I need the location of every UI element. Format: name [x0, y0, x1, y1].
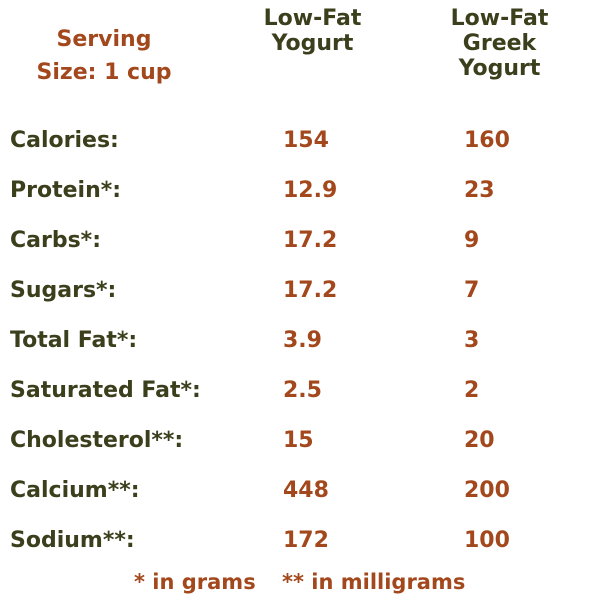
yogurt-value: 172 — [283, 528, 329, 553]
footnotes: * in grams ** in milligrams — [0, 570, 599, 598]
row-label: Saturated Fat*: — [10, 378, 201, 403]
row-label: Cholesterol**: — [10, 428, 184, 453]
serving-size-heading: Serving Size: 1 cup — [36, 27, 172, 85]
greek-yogurt-value: 100 — [464, 528, 510, 553]
footnote-milligrams: ** in milligrams — [282, 570, 466, 594]
table-row: Protein*: 12.9 23 — [0, 178, 599, 218]
yogurt-value: 448 — [283, 478, 329, 503]
yogurt-value: 17.2 — [283, 228, 338, 253]
yogurt-value: 3.9 — [283, 328, 322, 353]
column-heading-low-fat-greek-yogurt: Low-Fat Greek Yogurt — [450, 6, 549, 81]
row-label: Protein*: — [10, 178, 122, 203]
greek-yogurt-value: 2 — [464, 378, 480, 403]
yogurt-value: 15 — [283, 428, 314, 453]
table-row: Calcium**: 448 200 — [0, 478, 599, 518]
row-label: Sugars*: — [10, 278, 117, 303]
greek-yogurt-value: 200 — [464, 478, 510, 503]
table-row: Saturated Fat*: 2.5 2 — [0, 378, 599, 418]
greek-yogurt-value: 160 — [464, 128, 510, 153]
row-label: Carbs*: — [10, 228, 101, 253]
footnote-grams: * in grams — [134, 570, 256, 594]
yogurt-value: 12.9 — [283, 178, 338, 203]
row-label: Total Fat*: — [10, 328, 138, 353]
row-label: Sodium**: — [10, 528, 135, 553]
table-row: Cholesterol**: 15 20 — [0, 428, 599, 468]
table-row: Total Fat*: 3.9 3 — [0, 328, 599, 368]
greek-yogurt-value: 23 — [464, 178, 495, 203]
table-row: Sugars*: 17.2 7 — [0, 278, 599, 318]
yogurt-value: 17.2 — [283, 278, 338, 303]
greek-yogurt-value: 7 — [464, 278, 480, 303]
yogurt-value: 154 — [283, 128, 329, 153]
greek-yogurt-value: 9 — [464, 228, 480, 253]
table-row: Calories: 154 160 — [0, 128, 599, 168]
table-row: Carbs*: 17.2 9 — [0, 228, 599, 268]
row-label: Calcium**: — [10, 478, 140, 503]
greek-yogurt-value: 3 — [464, 328, 480, 353]
yogurt-value: 2.5 — [283, 378, 322, 403]
table-row: Sodium**: 172 100 — [0, 528, 599, 568]
column-heading-low-fat-yogurt: Low-Fat Yogurt — [263, 6, 362, 56]
row-label: Calories: — [10, 128, 119, 153]
greek-yogurt-value: 20 — [464, 428, 495, 453]
